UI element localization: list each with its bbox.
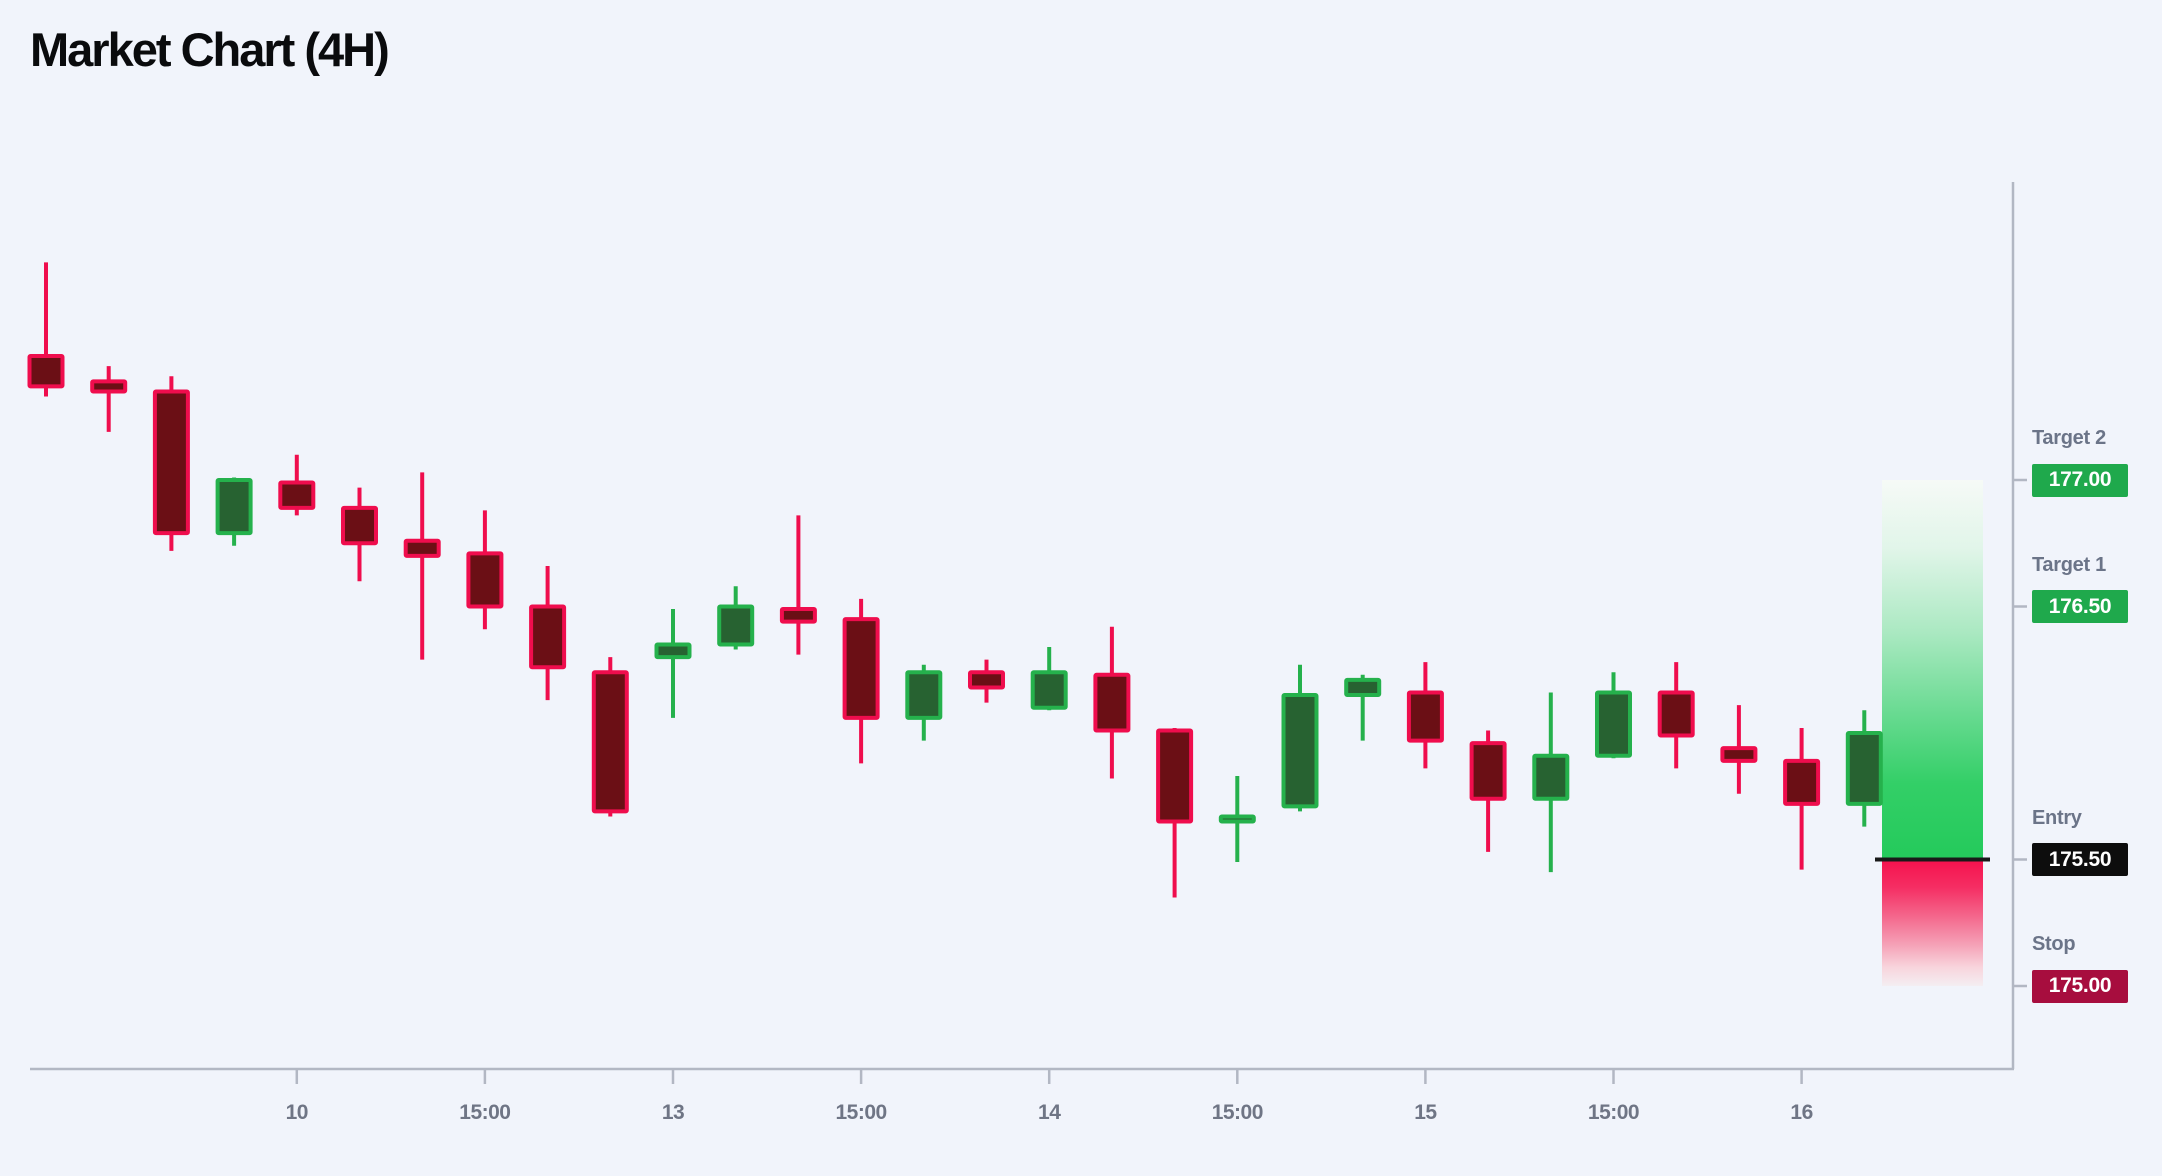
candle-body [1093, 672, 1131, 733]
level-name-entry: Entry [2032, 806, 2082, 829]
x-axis-tick-label: 15:00 [1588, 1101, 1639, 1124]
level-price-badge-entry[interactable]: 175.50 [2032, 843, 2128, 876]
candle-body [905, 670, 943, 720]
page-title: Market Chart (4H) [30, 23, 390, 76]
candle-body [1156, 728, 1194, 824]
reward-zone [1882, 480, 1983, 860]
candle-body [1218, 814, 1256, 824]
x-axis-tick-label: 15:00 [459, 1101, 510, 1124]
candle-body [27, 354, 65, 389]
x-axis-tick-label: 16 [1790, 1101, 1812, 1124]
x-axis-tick-label: 15:00 [1212, 1101, 1263, 1124]
risk-zone [1882, 859, 1983, 986]
candle-body [842, 617, 880, 720]
candle-body [278, 480, 316, 510]
x-axis-tick-label: 14 [1038, 1101, 1061, 1124]
candle-body [779, 607, 817, 624]
candle-body [1469, 741, 1507, 801]
candle-body [968, 670, 1005, 690]
candle-body [215, 478, 253, 536]
candle-body [90, 379, 128, 394]
level-name-target-1: Target 1 [2032, 553, 2106, 576]
level-price-badge-stop[interactable]: 175.00 [2032, 969, 2128, 1003]
candle-body [1783, 758, 1821, 806]
candle-body [403, 538, 441, 558]
candle-body [529, 604, 567, 670]
candle-body [1281, 693, 1319, 809]
candle-body [717, 604, 755, 647]
candle-body [1595, 690, 1632, 758]
level-name-stop: Stop [2032, 933, 2076, 955]
x-axis-tick-label: 10 [286, 1101, 308, 1124]
level-name-target-2: Target 2 [2032, 427, 2106, 449]
candle-body [1030, 670, 1068, 710]
candle-body [1845, 731, 1883, 806]
candle-body [341, 505, 378, 546]
candle-body [466, 551, 504, 609]
level-price-badge-target-2[interactable]: 177.00 [2032, 463, 2128, 497]
x-axis-tick-label: 15:00 [835, 1101, 886, 1124]
candle-body [1720, 746, 1758, 763]
candle-body [1532, 753, 1570, 801]
candle-body [1344, 677, 1382, 698]
x-axis-tick-label: 15 [1414, 1101, 1437, 1124]
candle-body [1657, 690, 1695, 738]
x-axis-tick-label: 13 [662, 1101, 684, 1124]
candle-body [591, 670, 629, 814]
candle-body [1406, 690, 1444, 743]
level-price-badge-target-1[interactable]: 176.50 [2032, 590, 2128, 623]
candle-body [654, 642, 692, 660]
candle-body [152, 389, 190, 536]
